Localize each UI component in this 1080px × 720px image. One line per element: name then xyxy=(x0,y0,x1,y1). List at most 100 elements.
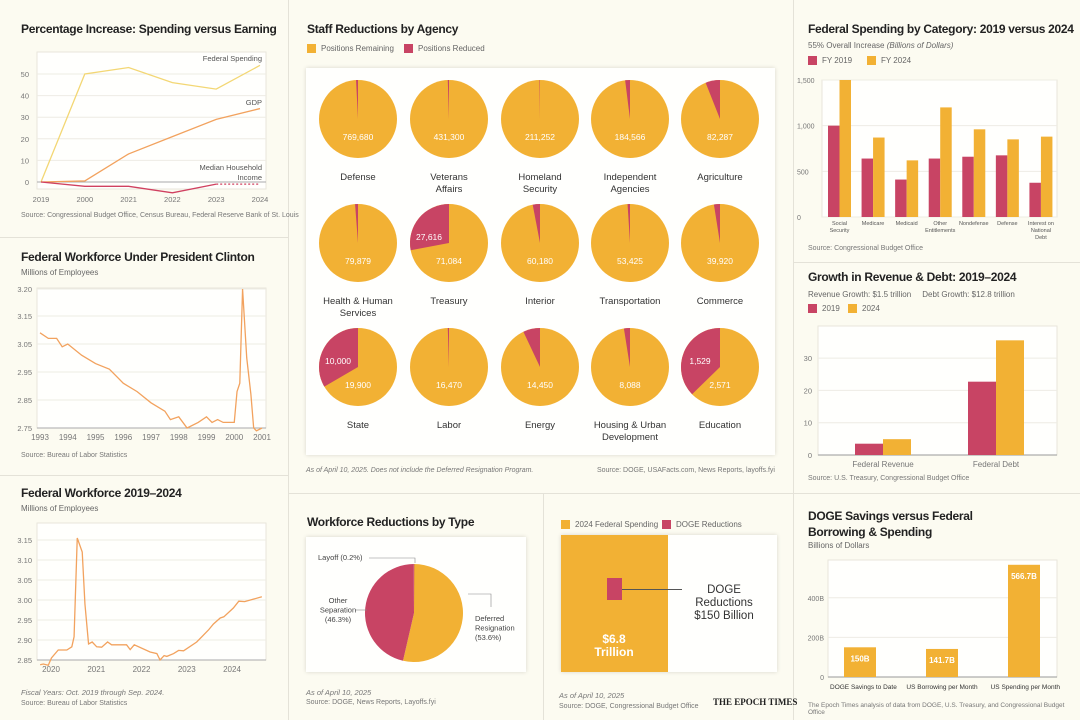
spending-area xyxy=(561,535,668,672)
pie-remaining-label: 82,287 xyxy=(707,132,733,142)
doge-title: DOGE Savings versus Federal Borrowing & … xyxy=(808,509,973,539)
bar-2019 xyxy=(995,155,1008,217)
bar-value-label: 141.7B xyxy=(929,656,955,665)
x-tick-label: 2022 xyxy=(133,665,151,674)
bar-value-label: 566.7B xyxy=(1011,572,1037,581)
bar-2024 xyxy=(1007,139,1019,217)
x-tick-label: 2021 xyxy=(87,665,105,674)
agency-name: Interior xyxy=(525,296,555,307)
types-source: Source: DOGE, News Reports, Layoffs.fyi xyxy=(306,699,436,706)
clinton-title: Federal Workforce Under President Clinto… xyxy=(21,250,255,264)
pie-remaining-label: 14,450 xyxy=(527,380,553,390)
y-tick-label: 3.00 xyxy=(17,596,32,605)
leader-line xyxy=(468,593,492,607)
divider xyxy=(793,0,794,720)
agency-name: State xyxy=(347,420,369,431)
pie-remaining-label: 211,252 xyxy=(525,132,555,142)
category-legend-2019: FY 2019 xyxy=(808,56,852,65)
bar xyxy=(926,648,958,677)
revdebt-legend-2024: 2024 xyxy=(848,304,880,313)
x-category-label: Federal Revenue xyxy=(852,460,914,469)
bar-2019 xyxy=(968,381,996,455)
bar-2019 xyxy=(895,179,907,217)
recent-title: Federal Workforce 2019–2024 xyxy=(21,486,182,500)
agency-legend-reduced: Positions Reduced xyxy=(404,44,485,53)
x-category-label: Federal Debt xyxy=(973,460,1020,469)
bar-2024 xyxy=(873,137,885,217)
x-tick-label: 2019 xyxy=(33,195,50,204)
pie-remaining-label: 53,425 xyxy=(617,256,643,266)
y-tick-label: 50 xyxy=(21,70,29,79)
y-tick-label: 3.20 xyxy=(17,285,32,294)
y-tick-label: 3.05 xyxy=(17,340,32,349)
legend-label: 2019 xyxy=(822,304,840,313)
y-tick-label: 2.95 xyxy=(17,616,32,625)
legend-label: DOGE Reductions xyxy=(676,520,742,529)
doge-subtitle: Billions of Dollars xyxy=(808,541,870,550)
y-tick-label: 400B xyxy=(808,596,825,603)
bar xyxy=(1008,564,1040,677)
bar-2024 xyxy=(973,129,986,217)
y-tick-label: 10 xyxy=(21,156,29,165)
x-category-label: DOGE Savings to Date xyxy=(830,684,897,691)
pie-slice xyxy=(413,564,415,613)
pie-reduced xyxy=(355,204,358,243)
agency-name: Veterans Affairs xyxy=(430,172,468,195)
pie-remaining-label: 39,920 xyxy=(707,256,733,266)
y-tick-label: 200B xyxy=(808,635,825,642)
y-tick-label: 40 xyxy=(21,92,29,101)
agency-name: Housing & Urban Development xyxy=(594,420,666,443)
revdebt-title: Growth in Revenue & Debt: 2019–2024 xyxy=(808,270,1017,284)
category-subtitle: 55% Overall Increase (Billions of Dollar… xyxy=(808,41,953,50)
y-tick-label: 30 xyxy=(804,354,812,363)
y-tick-label: 10 xyxy=(804,419,812,428)
doge-area xyxy=(607,578,622,600)
y-tick-label: 2.75 xyxy=(17,424,32,433)
y-tick-label: 0 xyxy=(797,215,801,222)
recent-series-line xyxy=(39,537,263,666)
pie-reduced xyxy=(447,328,449,367)
series-label-gdp: GDP xyxy=(246,98,262,107)
bar-2024 xyxy=(996,340,1024,455)
bar-2019 xyxy=(962,156,974,217)
agency-source: Source: DOGE, USAFacts.com, News Reports… xyxy=(596,467,775,474)
divider xyxy=(288,0,289,720)
agency-note: As of April 10, 2025. Does not include t… xyxy=(306,467,534,474)
category-title: Federal Spending by Category: 2019 versu… xyxy=(808,22,1074,36)
bar-2024 xyxy=(906,160,919,217)
doge-source: The Epoch Times analysis of data from DO… xyxy=(808,702,1065,716)
pie-remaining-label: 71,084 xyxy=(436,256,462,266)
y-tick-label: 3.15 xyxy=(17,536,32,545)
x-tick-label: 1996 xyxy=(114,433,132,442)
x-tick-label: 2021 xyxy=(120,195,137,204)
y-tick-label: 1,000 xyxy=(797,124,815,131)
x-category-label: Defense xyxy=(997,221,1018,227)
x-category-label: Interest on National Debt xyxy=(1028,221,1054,241)
doge-label: DOGE Reductions $150 Billion xyxy=(694,584,754,622)
category-legend-2024: FY 2024 xyxy=(867,56,911,65)
recent-source: Source: Bureau of Labor Statistics xyxy=(21,700,128,707)
pie-remaining-label: 769,680 xyxy=(343,132,374,142)
agency-name: Labor xyxy=(437,420,461,431)
revdebt-source: Source: U.S. Treasury, Congressional Bud… xyxy=(808,475,970,482)
subtitle-text: 55% Overall Increase xyxy=(808,41,885,50)
agency-name: Homeland Security xyxy=(518,172,561,195)
x-tick-label: 2000 xyxy=(76,195,93,204)
pie-reduced-label: 27,616 xyxy=(416,232,442,242)
leader-line xyxy=(369,557,416,563)
x-tick-label: 1999 xyxy=(198,433,216,442)
types-title: Workforce Reductions by Type xyxy=(307,515,475,529)
bar-2024 xyxy=(940,107,952,217)
x-tick-label: 1995 xyxy=(87,433,105,442)
pie-remaining-label: 79,879 xyxy=(345,256,371,266)
series-line-1 xyxy=(40,107,261,183)
agency-name: Independent Agencies xyxy=(604,172,657,195)
divider xyxy=(793,262,1080,263)
pie-reduced xyxy=(318,328,358,387)
legend-label: Positions Remaining xyxy=(321,44,394,53)
x-category-label: Medicare xyxy=(862,221,885,227)
revdebt-subtitle: Revenue Growth: $1.5 trillion Debt Growt… xyxy=(808,290,1015,299)
legend-swatch xyxy=(662,520,671,529)
legend-label: 2024 Federal Spending xyxy=(575,520,659,529)
pie-remaining-label: 431,300 xyxy=(434,132,465,142)
